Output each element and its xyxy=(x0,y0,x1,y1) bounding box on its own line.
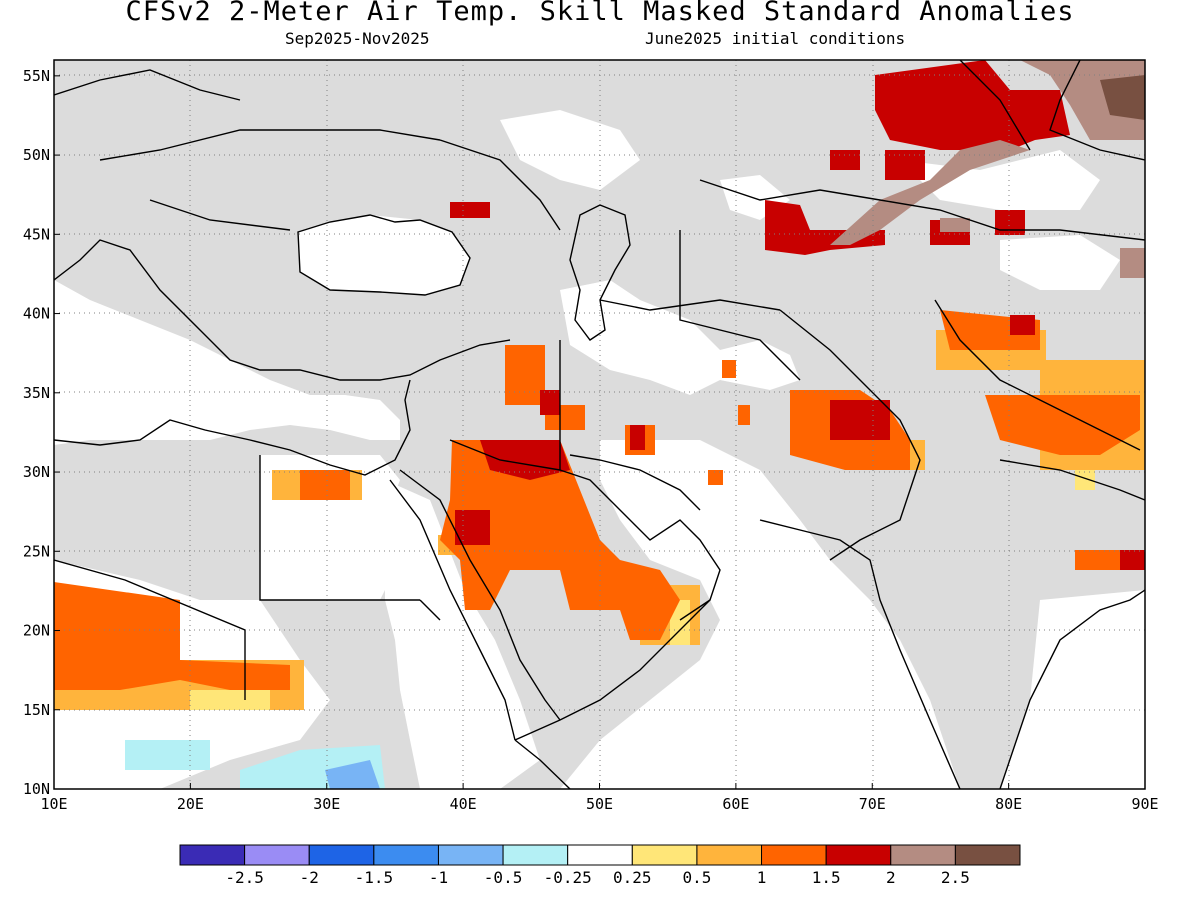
axis-ticks xyxy=(53,75,1146,790)
colorbar-swatch xyxy=(437,844,504,866)
lat-tick-label: 20N xyxy=(23,622,50,640)
colorbar-label: 1.5 xyxy=(812,868,841,887)
map-field xyxy=(54,60,1145,789)
colorbar-label: -0.5 xyxy=(484,868,523,887)
lat-tick-label: 45N xyxy=(23,225,50,243)
colorbar-swatch xyxy=(825,844,892,866)
colorbar-label: 0.5 xyxy=(682,868,711,887)
lon-tick-label: 80E xyxy=(995,795,1022,813)
colorbar-swatch xyxy=(631,844,698,866)
anomaly-0p25-0p5-regions xyxy=(190,470,1095,710)
colorbar-label: 2 xyxy=(886,868,896,887)
lat-tick-label: 50N xyxy=(23,146,50,164)
colorbar xyxy=(179,844,1021,866)
colorbar-swatch xyxy=(954,844,1021,866)
colorbar-swatch xyxy=(890,844,956,866)
colorbar-label: -1.5 xyxy=(355,868,394,887)
lon-tick-label: 70E xyxy=(859,795,886,813)
colorbar-swatch xyxy=(244,844,310,866)
lat-tick-label: 55N xyxy=(23,67,50,85)
lon-tick-label: 60E xyxy=(722,795,749,813)
map-title: CFSv2 2-Meter Air Temp. Skill Masked Sta… xyxy=(125,0,1075,27)
lon-tick-label: 90E xyxy=(1131,795,1158,813)
coastlines-borders xyxy=(54,60,1145,789)
anomaly-neg-1-neg-0p5-regions xyxy=(325,760,380,789)
colorbar-label: -0.25 xyxy=(544,868,592,887)
longitude-labels: 10E 20E 30E 40E 50E 60E 70E 80E 90E xyxy=(40,795,1158,813)
latitude-labels: 10N 15N 20N 25N 30N 35N 40N 45N 50N 55N xyxy=(23,67,50,798)
anomaly-1-1p5-regions xyxy=(54,310,1140,690)
colorbar-swatch xyxy=(179,844,246,866)
forecast-period: Sep2025-Nov2025 xyxy=(285,29,430,48)
colorbar-label: -2.5 xyxy=(225,868,264,887)
lat-tick-label: 25N xyxy=(23,542,50,560)
colorbar-swatch xyxy=(373,844,439,866)
initial-conditions: June2025 initial conditions xyxy=(645,29,906,48)
colorbar-label: 0.25 xyxy=(613,868,652,887)
colorbar-label: -1 xyxy=(429,868,448,887)
colorbar-labels: -2.5 -2 -1.5 -1 -0.5 -0.25 0.25 0.5 1 1.5 2 2.5 xyxy=(225,868,969,887)
colorbar-swatch xyxy=(502,844,569,866)
colorbar-label: -2 xyxy=(300,868,319,887)
lat-lon-grid xyxy=(54,60,1145,789)
lat-tick-label: 30N xyxy=(23,463,50,481)
lat-tick-label: 10N xyxy=(23,780,50,798)
lat-tick-label: 35N xyxy=(23,384,50,402)
anomaly-above-2p5-regions xyxy=(1100,75,1145,120)
lat-tick-label: 40N xyxy=(23,305,50,323)
lon-tick-label: 10E xyxy=(40,795,67,813)
colorbar-swatch xyxy=(308,844,375,866)
lon-tick-label: 20E xyxy=(177,795,204,813)
colorbar-swatch xyxy=(696,844,763,866)
lat-tick-label: 15N xyxy=(23,701,50,719)
lon-tick-label: 30E xyxy=(313,795,340,813)
lon-tick-label: 50E xyxy=(586,795,613,813)
colorbar-label: 1 xyxy=(757,868,767,887)
anomaly-1p5-2-regions xyxy=(450,60,1145,570)
colorbar-label: 2.5 xyxy=(941,868,970,887)
lon-tick-label: 40E xyxy=(450,795,477,813)
colorbar-swatch xyxy=(761,844,827,866)
colorbar-swatch xyxy=(567,844,633,866)
